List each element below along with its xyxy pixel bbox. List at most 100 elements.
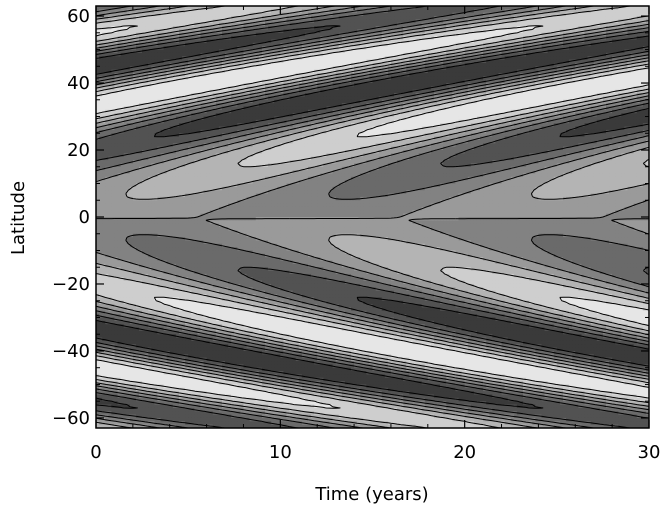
contour-cell [572,26,576,31]
contour-cell [142,19,146,24]
contour-cell [344,36,349,41]
contour-cell [289,19,294,24]
contour-cell [341,19,346,24]
contour-cell [630,19,635,24]
contour-cell [326,32,331,37]
contour-cell [538,6,543,10]
contour-cell [529,36,533,41]
contour-cell [344,22,349,27]
contour-cell [289,36,294,41]
contour-cell [329,49,334,54]
contour-cell [320,49,324,54]
contour-cell [366,46,371,51]
contour-cell [139,12,143,17]
contour-cell [501,12,506,17]
contour-cell [234,29,238,34]
contour-cell [301,26,306,31]
contour-cell [569,22,573,27]
contour-cell [264,29,269,34]
contour-cell [225,6,229,10]
contour-cell [209,9,214,14]
contour-cell [209,49,214,54]
contour-cell [449,52,453,57]
contour-cell [473,36,478,41]
contour-cell [246,19,251,24]
contour-cell [612,32,616,37]
contour-cell [642,49,647,54]
contour-cell [268,16,272,20]
contour-cell [409,52,414,57]
contour-cell [194,9,198,14]
contour-cell [437,22,441,27]
contour-cell [636,22,641,27]
contour-cell [360,52,364,57]
contour-cell [406,22,410,27]
contour-cell [154,49,159,54]
contour-cell [572,42,576,47]
contour-cell [320,9,324,14]
contour-cell [633,9,638,14]
contour-cell [602,46,607,51]
contour-cell [271,12,275,17]
contour-cell [596,26,601,31]
contour-cell [486,42,490,47]
contour-cell [197,19,202,24]
contour-cell [145,9,149,14]
contour-cell [102,52,106,57]
contour-cell [424,42,429,47]
contour-cell [498,9,503,14]
contour-cell [363,32,367,37]
contour-cell [513,16,518,20]
contour-cell [590,36,595,41]
contour-cell [621,19,626,24]
contour-cell [403,16,407,20]
contour-cell [221,29,226,34]
contour-cell [354,26,358,31]
contour-cell [289,9,294,14]
contour-cell [526,32,530,37]
contour-cell [464,36,469,41]
contour-cell [636,19,641,24]
contour-cell [513,12,518,17]
contour-cell [412,29,417,34]
contour-cell [329,6,334,10]
contour-cell [532,36,536,41]
contour-cell [277,9,281,14]
contour-cell [492,32,496,37]
contour-cell [185,39,189,44]
contour-cell [535,6,539,10]
contour-cell [117,46,122,51]
contour-cell [277,32,281,37]
contour-cell [464,52,469,57]
contour-cell [145,46,149,51]
contour-cell [572,32,576,37]
contour-cell [117,26,122,31]
contour-cell [547,19,552,24]
contour-cell [495,12,500,17]
contour-cell [480,6,484,10]
contour-cell [569,12,573,17]
contour-cell [458,29,463,34]
contour-cell [504,46,509,51]
contour-cell [507,39,512,44]
contour-cell [344,29,349,34]
contour-cell [209,26,214,31]
contour-cell [378,16,383,20]
contour-cell [526,22,530,27]
contour-cell [532,32,536,37]
contour-cell [185,46,189,51]
contour-cell [566,49,570,54]
contour-cell [455,46,460,51]
contour-cell [283,26,288,31]
contour-cell [437,32,441,37]
contour-cell [412,26,417,31]
contour-cell [596,39,601,44]
contour-cell [194,19,198,24]
contour-cell [526,12,530,17]
contour-cell [96,22,100,27]
contour-cell [446,16,450,20]
contour-cell [584,49,589,54]
contour-cell [255,22,260,27]
contour-cell [593,32,598,37]
contour-cell [231,12,235,17]
